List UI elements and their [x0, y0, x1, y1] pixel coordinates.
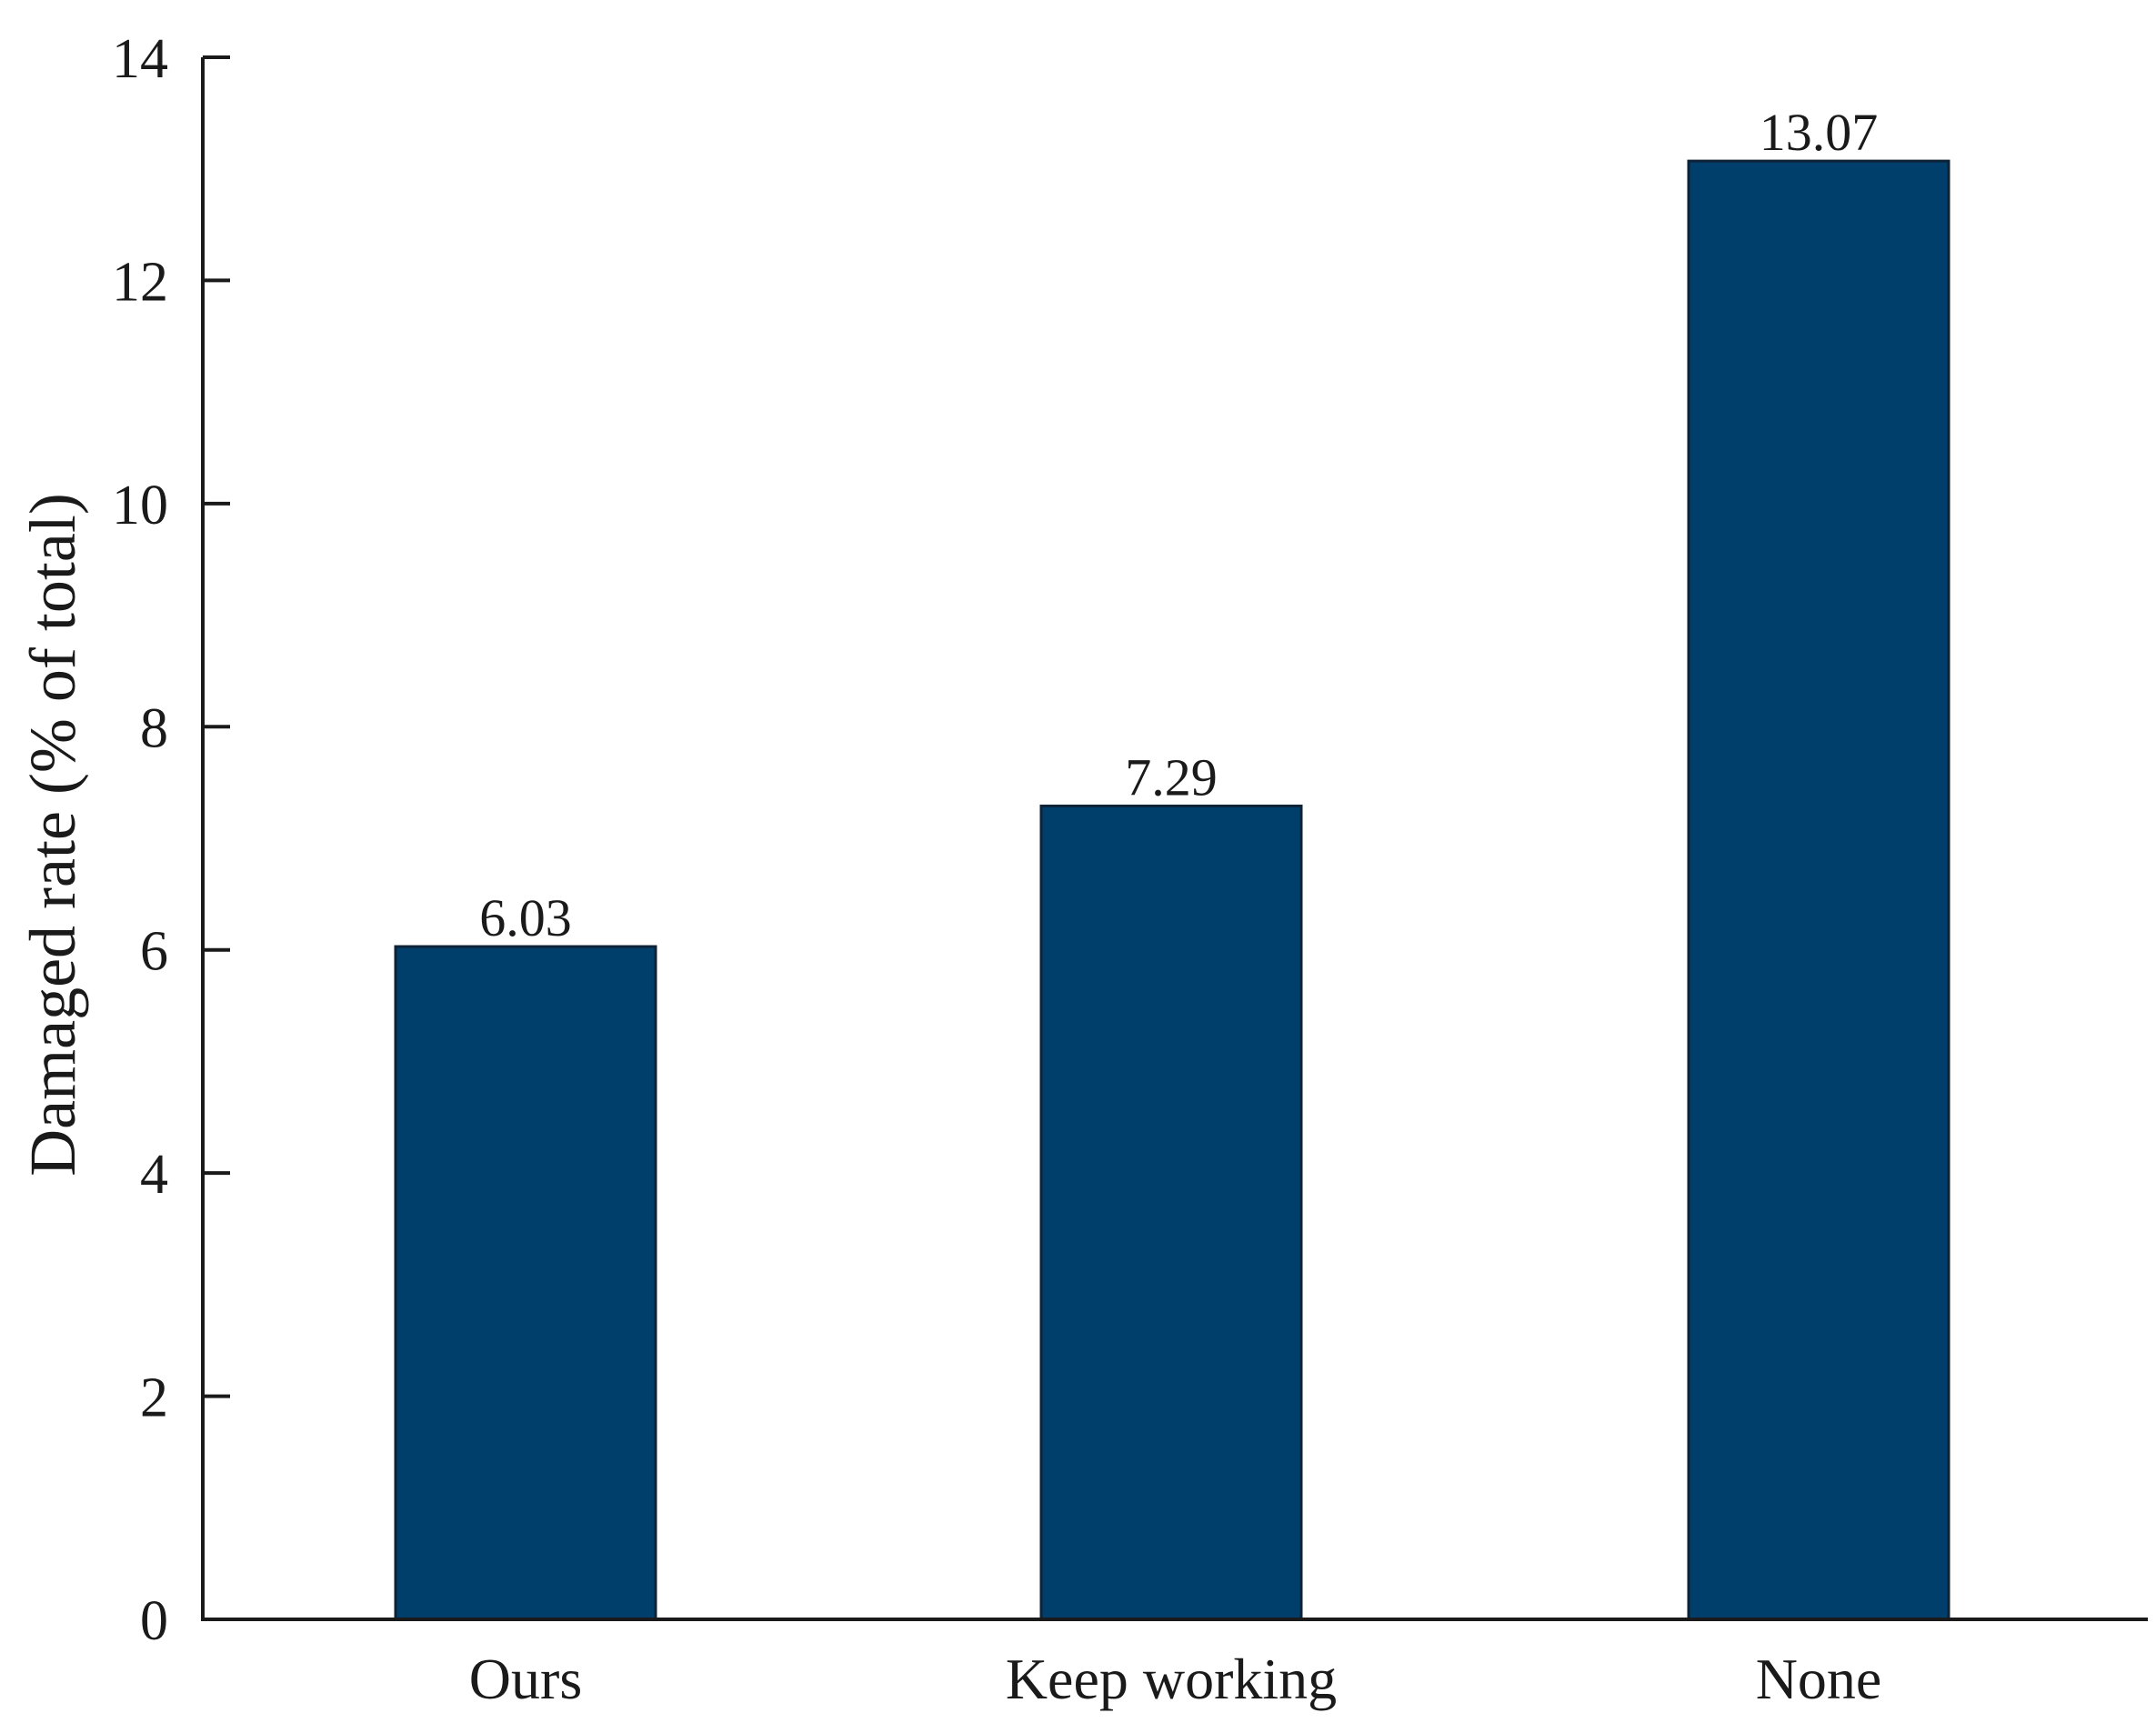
x-ticks-layer: Ours Keep working None	[469, 1647, 1882, 1711]
bar-none	[1687, 159, 1950, 1621]
value-labels-layer: 6.03 7.29 13.07	[479, 103, 1878, 947]
y-tick-label: 12	[112, 251, 168, 313]
y-tick-label: 8	[140, 697, 168, 759]
y-tick-label: 10	[112, 475, 168, 536]
x-tick-label: Ours	[469, 1647, 582, 1711]
y-tick-label: 6	[140, 921, 168, 983]
bar-value-label: 7.29	[1125, 747, 1218, 806]
bars-layer	[394, 159, 1950, 1621]
y-axis-title: Damaged rate (% of total)	[16, 493, 89, 1177]
y-tick-label: 2	[140, 1367, 168, 1429]
bar-ours	[394, 945, 657, 1621]
y-ticks-layer: 0 2 4 6 8 10 12 14	[112, 28, 230, 1652]
axes-layer	[201, 57, 2148, 1621]
x-tick-label: Keep working	[1006, 1647, 1337, 1711]
y-tick-label: 4	[140, 1144, 168, 1206]
x-tick-label: None	[1756, 1647, 1882, 1711]
y-tick-label: 14	[112, 28, 168, 90]
bar-keep-working	[1039, 804, 1303, 1621]
bar-value-label: 6.03	[479, 888, 572, 947]
bar-value-label: 13.07	[1760, 103, 1879, 162]
y-tick-label: 0	[140, 1590, 168, 1652]
